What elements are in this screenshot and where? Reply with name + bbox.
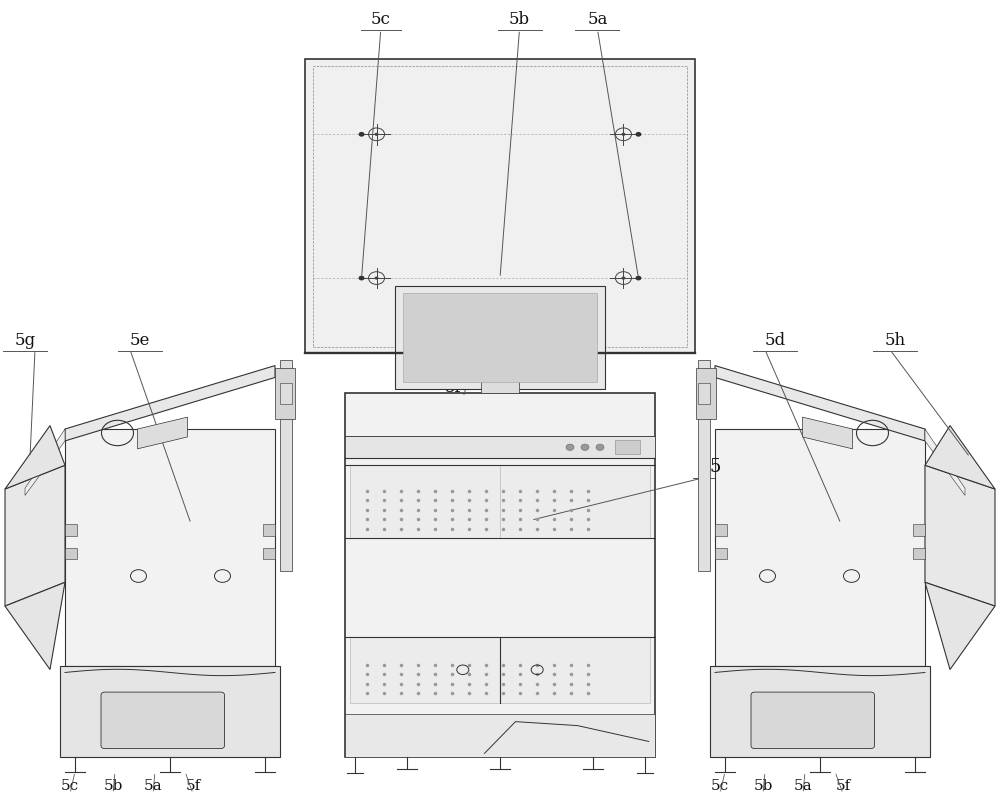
Circle shape <box>581 444 589 450</box>
Circle shape <box>359 132 365 136</box>
Polygon shape <box>925 429 965 496</box>
Polygon shape <box>5 465 65 606</box>
Bar <box>715 524 727 536</box>
FancyBboxPatch shape <box>101 692 224 749</box>
Text: 5h: 5h <box>884 332 906 349</box>
Circle shape <box>596 444 604 450</box>
Text: 5a: 5a <box>587 11 608 28</box>
Text: 5e: 5e <box>130 332 150 349</box>
Polygon shape <box>925 465 995 606</box>
Bar <box>698 360 710 571</box>
Circle shape <box>616 444 624 450</box>
Polygon shape <box>25 429 65 496</box>
Text: 5g: 5g <box>14 332 36 349</box>
Text: 5d: 5d <box>764 332 786 349</box>
Text: 5: 5 <box>709 458 721 476</box>
Bar <box>696 368 716 419</box>
Bar <box>715 429 925 666</box>
Bar <box>395 286 605 389</box>
Text: 5c: 5c <box>61 779 79 793</box>
Circle shape <box>359 276 365 281</box>
Polygon shape <box>925 426 995 489</box>
FancyBboxPatch shape <box>751 692 874 749</box>
Text: 5c: 5c <box>711 779 729 793</box>
Bar <box>65 547 77 559</box>
Circle shape <box>375 132 379 136</box>
Bar <box>345 714 655 757</box>
Polygon shape <box>802 417 852 449</box>
Polygon shape <box>65 366 275 441</box>
Bar <box>65 429 275 666</box>
Circle shape <box>621 132 625 136</box>
Polygon shape <box>715 366 925 441</box>
Bar <box>350 465 650 538</box>
Bar <box>60 666 280 757</box>
Circle shape <box>635 132 641 136</box>
Text: 5a: 5a <box>144 779 162 793</box>
Circle shape <box>566 444 574 450</box>
Polygon shape <box>5 426 65 489</box>
Bar <box>305 59 695 353</box>
Bar <box>913 547 925 559</box>
Bar <box>263 547 275 559</box>
Bar <box>275 368 295 419</box>
Bar <box>263 524 275 536</box>
Bar <box>403 293 597 382</box>
Polygon shape <box>137 417 188 449</box>
Bar <box>350 637 650 703</box>
Text: 5c: 5c <box>371 11 391 28</box>
Bar <box>280 360 292 571</box>
Circle shape <box>621 277 625 280</box>
Circle shape <box>375 277 379 280</box>
Bar <box>345 436 655 458</box>
Text: 5a: 5a <box>794 779 812 793</box>
Bar <box>280 383 292 404</box>
Text: 5f: 5f <box>835 779 851 793</box>
Bar <box>698 383 710 404</box>
Polygon shape <box>925 582 995 669</box>
Bar <box>913 524 925 536</box>
Bar <box>481 371 519 393</box>
Text: 5f: 5f <box>445 380 462 396</box>
Bar <box>710 666 930 757</box>
Circle shape <box>635 276 641 281</box>
Bar <box>715 547 727 559</box>
Polygon shape <box>5 582 65 669</box>
Bar <box>345 393 655 757</box>
Bar <box>615 440 640 454</box>
Bar <box>313 66 687 347</box>
Text: 5b: 5b <box>509 11 530 28</box>
Text: 5b: 5b <box>753 779 773 793</box>
Text: 5b: 5b <box>103 779 123 793</box>
Bar <box>65 524 77 536</box>
Text: 5f: 5f <box>185 779 201 793</box>
